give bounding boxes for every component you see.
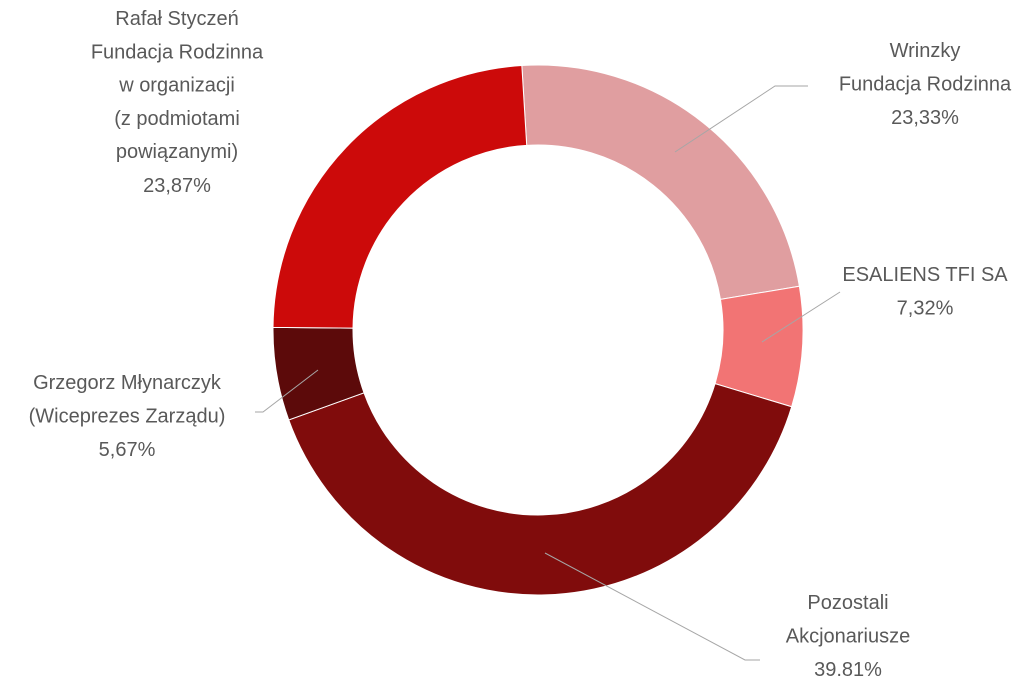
data-label-name: Rafał Styczeń Fundacja Rodzinna w organiza… bbox=[91, 8, 264, 163]
leader-line bbox=[761, 291, 841, 343]
data-label-name: Grzegorz Młynarczyk (Wiceprezes Zarządu) bbox=[29, 372, 226, 427]
data-label-value: 5,67% bbox=[99, 439, 156, 461]
data-label-name: ESALIENS TFI SA bbox=[842, 264, 1008, 286]
leader-line bbox=[544, 552, 760, 661]
donut-segment bbox=[521, 64, 800, 301]
data-label-value: 23,33% bbox=[891, 107, 959, 129]
data-label-value: 23,87% bbox=[143, 175, 211, 197]
donut-segment bbox=[288, 382, 793, 596]
leader-line bbox=[255, 369, 319, 413]
data-label-value: 7,32% bbox=[897, 298, 954, 320]
donut-segment bbox=[272, 64, 528, 329]
data-label-name: Wrinzky Fundacja Rodzinna bbox=[839, 40, 1012, 95]
data-label-name: Pozostali Akcjonariusze bbox=[786, 592, 911, 647]
data-label-value: 39,81% bbox=[814, 659, 882, 676]
leader-line bbox=[674, 85, 808, 153]
